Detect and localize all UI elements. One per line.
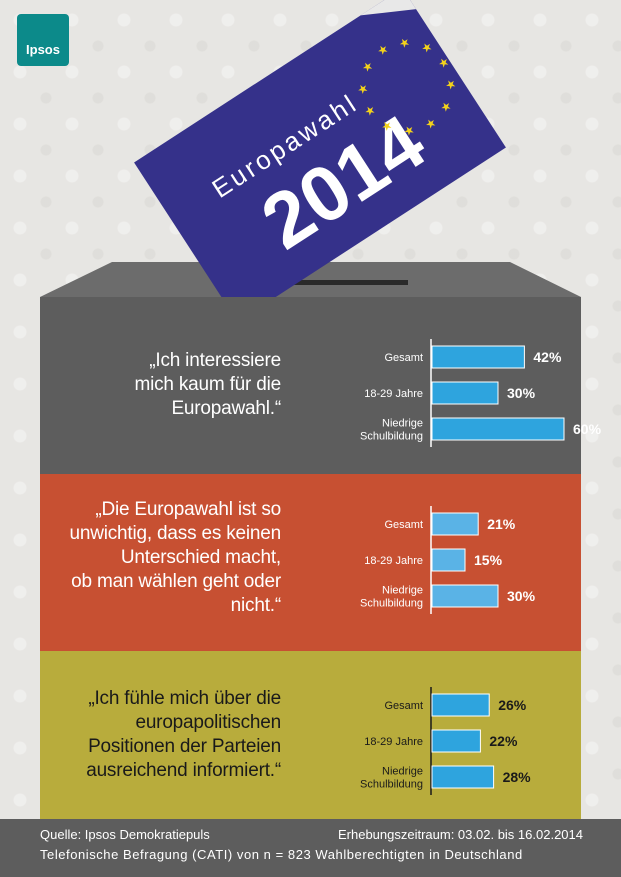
bar: [431, 584, 499, 608]
chart-3: Gesamt 26% 18-29 Jahre 22% Niedrige Schulbild…: [288, 687, 578, 802]
value-label: 22%: [489, 733, 518, 749]
footer-period: Erhebungszeitraum: 03.02. bis 16.02.2014: [337, 827, 583, 842]
ballot-illustration: Europawahl 2014 ★ ★ ★ ★ ★ ★ ★ ★ ★ ★ ★ ★: [0, 0, 621, 330]
quote-1-line: Europawahl.“: [171, 397, 281, 419]
quote-2-line: unwichtig, dass es keinen: [69, 522, 281, 544]
category-label: Gesamt: [384, 352, 423, 364]
ballot-card-body: [134, 0, 506, 322]
value-label: 30%: [507, 385, 536, 401]
bar: [431, 693, 490, 717]
bar: [431, 512, 479, 536]
logo-text: Ipsos: [26, 42, 60, 57]
ballot-card-corner: [360, 0, 417, 16]
panel-2: „Die Europawahl ist so unwichtig, dass e…: [40, 474, 581, 651]
quote-2: „Die Europawahl ist so unwichtig, dass e…: [69, 498, 281, 618]
footer-source: Quelle: Ipsos Demokratiepuls: [40, 827, 210, 842]
ballot-box-top: [40, 262, 581, 297]
bar: [431, 765, 495, 789]
panel-3: „Ich fühle mich über die europapolitisch…: [40, 651, 581, 819]
value-label: 42%: [533, 349, 562, 365]
chart-3-svg: Gesamt 26% 18-29 Jahre 22% NiedrigeSchulbild…: [360, 687, 532, 795]
quote-2-line: Unterschied macht,: [120, 546, 281, 568]
value-label: 28%: [503, 769, 532, 785]
quote-3-line: europapolitischen: [135, 711, 281, 733]
chart-1-svg: Gesamt 42% 18-29 Jahre 30% NiedrigeSchulbild…: [360, 339, 602, 447]
ballot-slot: [218, 280, 408, 285]
ipsos-logo: Ipsos: [17, 14, 69, 66]
category-label: Gesamt: [384, 700, 423, 712]
chart-2-svg: Gesamt 21% 18-29 Jahre 15% NiedrigeSchulbild…: [360, 506, 536, 614]
ballot-card: Europawahl 2014 ★★★★★★★★★★ ★ ★: [134, 0, 506, 322]
value-label: 26%: [498, 697, 527, 713]
quote-2-line: ob man wählen geht oder: [71, 570, 281, 592]
category-label: Schulbildung: [360, 779, 423, 791]
bar: [431, 548, 466, 572]
value-label: 15%: [474, 552, 503, 568]
quote-3: „Ich fühle mich über die europapolitisch…: [86, 687, 281, 783]
value-label: 30%: [507, 588, 536, 604]
quote-3-line: „Ich fühle mich über die: [88, 688, 281, 709]
category-label: 18-29 Jahre: [364, 555, 423, 567]
quote-1-line: „Ich interessiere: [149, 350, 281, 371]
quote-2-line: nicht.“: [230, 594, 282, 616]
quote-1-line: mich kaum für die: [134, 373, 281, 395]
chart-2: Gesamt 21% 18-29 Jahre 15% Niedrige Schulbild…: [288, 506, 578, 621]
quote-2-line: „Die Europawahl ist so: [95, 499, 281, 520]
quote-1: „Ich interessiere mich kaum für die Euro…: [134, 349, 281, 421]
quote-3-line: ausreichend informiert.“: [86, 759, 281, 781]
chart-1: Gesamt 42% 18-29 Jahre 30% Niedrige Schulbild…: [288, 339, 602, 454]
category-label: Schulbildung: [360, 431, 423, 443]
value-label: 21%: [487, 516, 516, 532]
category-label: 18-29 Jahre: [364, 736, 423, 748]
category-label: Gesamt: [384, 519, 423, 531]
panel-1: „Ich interessiere mich kaum für die Euro…: [40, 297, 602, 474]
category-label: Niedrige: [382, 766, 423, 778]
bar: [431, 381, 499, 405]
ballot-svg: Europawahl 2014 ★★★★★★★★★★ ★ ★: [40, 0, 581, 322]
category-label: Niedrige: [382, 418, 423, 430]
quote-3-line: Positionen der Parteien: [88, 735, 281, 757]
value-label: 60%: [573, 421, 602, 437]
bar: [431, 729, 481, 753]
bar: [431, 417, 565, 441]
category-label: 18-29 Jahre: [364, 388, 423, 400]
category-label: Schulbildung: [360, 598, 423, 610]
footer: Quelle: Ipsos Demokratiepuls Erhebungsze…: [0, 819, 621, 877]
eu-star-ring: ★★★★★★★★★★ ★ ★: [355, 34, 460, 139]
bar: [431, 345, 525, 369]
category-label: Niedrige: [382, 585, 423, 597]
footer-method: Telefonische Befragung (CATI) von n = 82…: [40, 847, 523, 862]
